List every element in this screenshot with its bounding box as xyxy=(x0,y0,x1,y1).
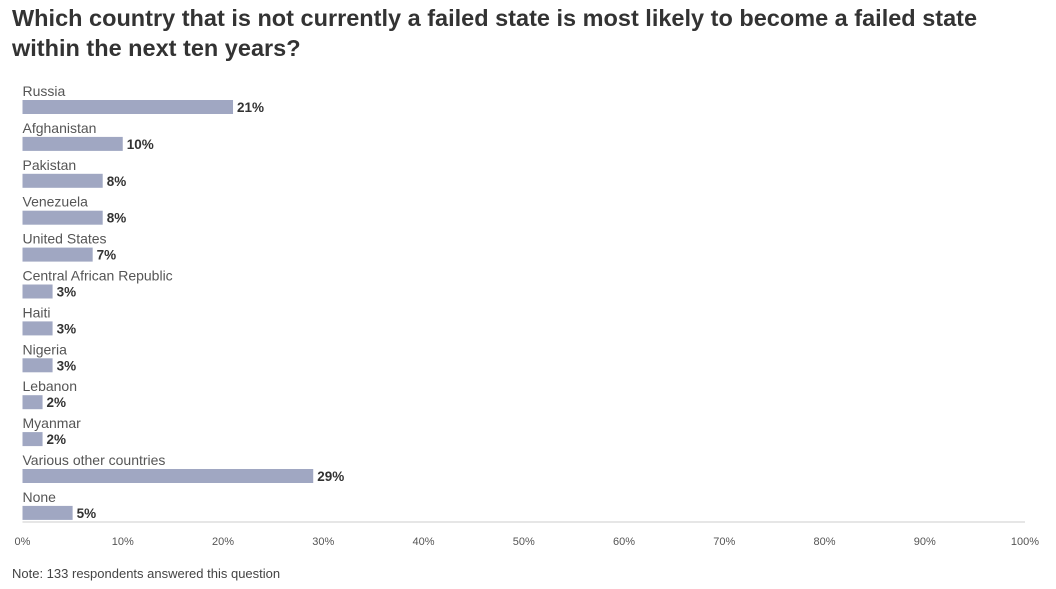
category-label: Various other countries xyxy=(23,452,166,468)
x-tick-label: 20% xyxy=(212,536,234,548)
bar xyxy=(22,395,43,410)
x-tick-label: 60% xyxy=(613,536,635,548)
x-tick-label: 30% xyxy=(312,536,334,548)
category-label: Venezuela xyxy=(23,194,89,210)
bar-value-label: 8% xyxy=(107,211,127,226)
bar-value-label: 5% xyxy=(77,506,97,521)
bar xyxy=(22,469,314,483)
footnote: Note: 133 respondents answered this ques… xyxy=(12,566,281,581)
bar xyxy=(22,100,234,114)
x-tick-label: 80% xyxy=(813,536,835,548)
category-label: None xyxy=(23,489,57,505)
category-label: Central African Republic xyxy=(23,268,173,284)
bar xyxy=(22,432,43,447)
chart-title: Which country that is not currently a fa… xyxy=(12,5,978,61)
bar xyxy=(22,173,103,188)
bar-value-label: 2% xyxy=(47,395,67,410)
category-label: Nigeria xyxy=(23,341,68,357)
bars-layer: Russia 21% Afghanistan 10% Pakistan 8% Venezue… xyxy=(22,83,344,521)
bar-value-label: 3% xyxy=(57,321,77,336)
x-tick-label: 10% xyxy=(112,536,134,548)
bar xyxy=(22,358,53,373)
bar-value-label: 29% xyxy=(317,469,344,484)
bar-value-label: 10% xyxy=(127,137,154,152)
bar-value-label: 2% xyxy=(47,432,67,447)
bar-value-label: 8% xyxy=(107,174,127,189)
bar-value-label: 3% xyxy=(57,285,77,300)
category-label: United States xyxy=(23,231,107,247)
bar xyxy=(22,136,123,151)
bar-value-label: 21% xyxy=(237,100,264,115)
x-axis-ticks: 0% 10% 20% 30% 40% 50% 60% 70% 80% 90% 100% xyxy=(15,536,1040,548)
bar-value-label: 3% xyxy=(57,358,77,373)
x-tick-label: 90% xyxy=(914,536,936,548)
x-tick-label: 50% xyxy=(513,536,535,548)
bar xyxy=(22,321,53,336)
x-tick-label: 70% xyxy=(713,536,735,548)
category-label: Lebanon xyxy=(23,378,78,394)
bar xyxy=(22,247,93,262)
bar xyxy=(22,505,73,520)
x-tick-label: 40% xyxy=(412,536,434,548)
category-label: Afghanistan xyxy=(23,120,97,136)
x-tick-label: 0% xyxy=(15,536,31,548)
x-tick-label: 100% xyxy=(1011,536,1039,548)
category-label: Myanmar xyxy=(23,415,82,431)
bar xyxy=(22,284,53,299)
category-label: Pakistan xyxy=(23,157,77,173)
bar-value-label: 7% xyxy=(97,248,117,263)
bar xyxy=(22,210,103,225)
category-label: Russia xyxy=(23,83,66,99)
category-label: Haiti xyxy=(23,304,51,320)
